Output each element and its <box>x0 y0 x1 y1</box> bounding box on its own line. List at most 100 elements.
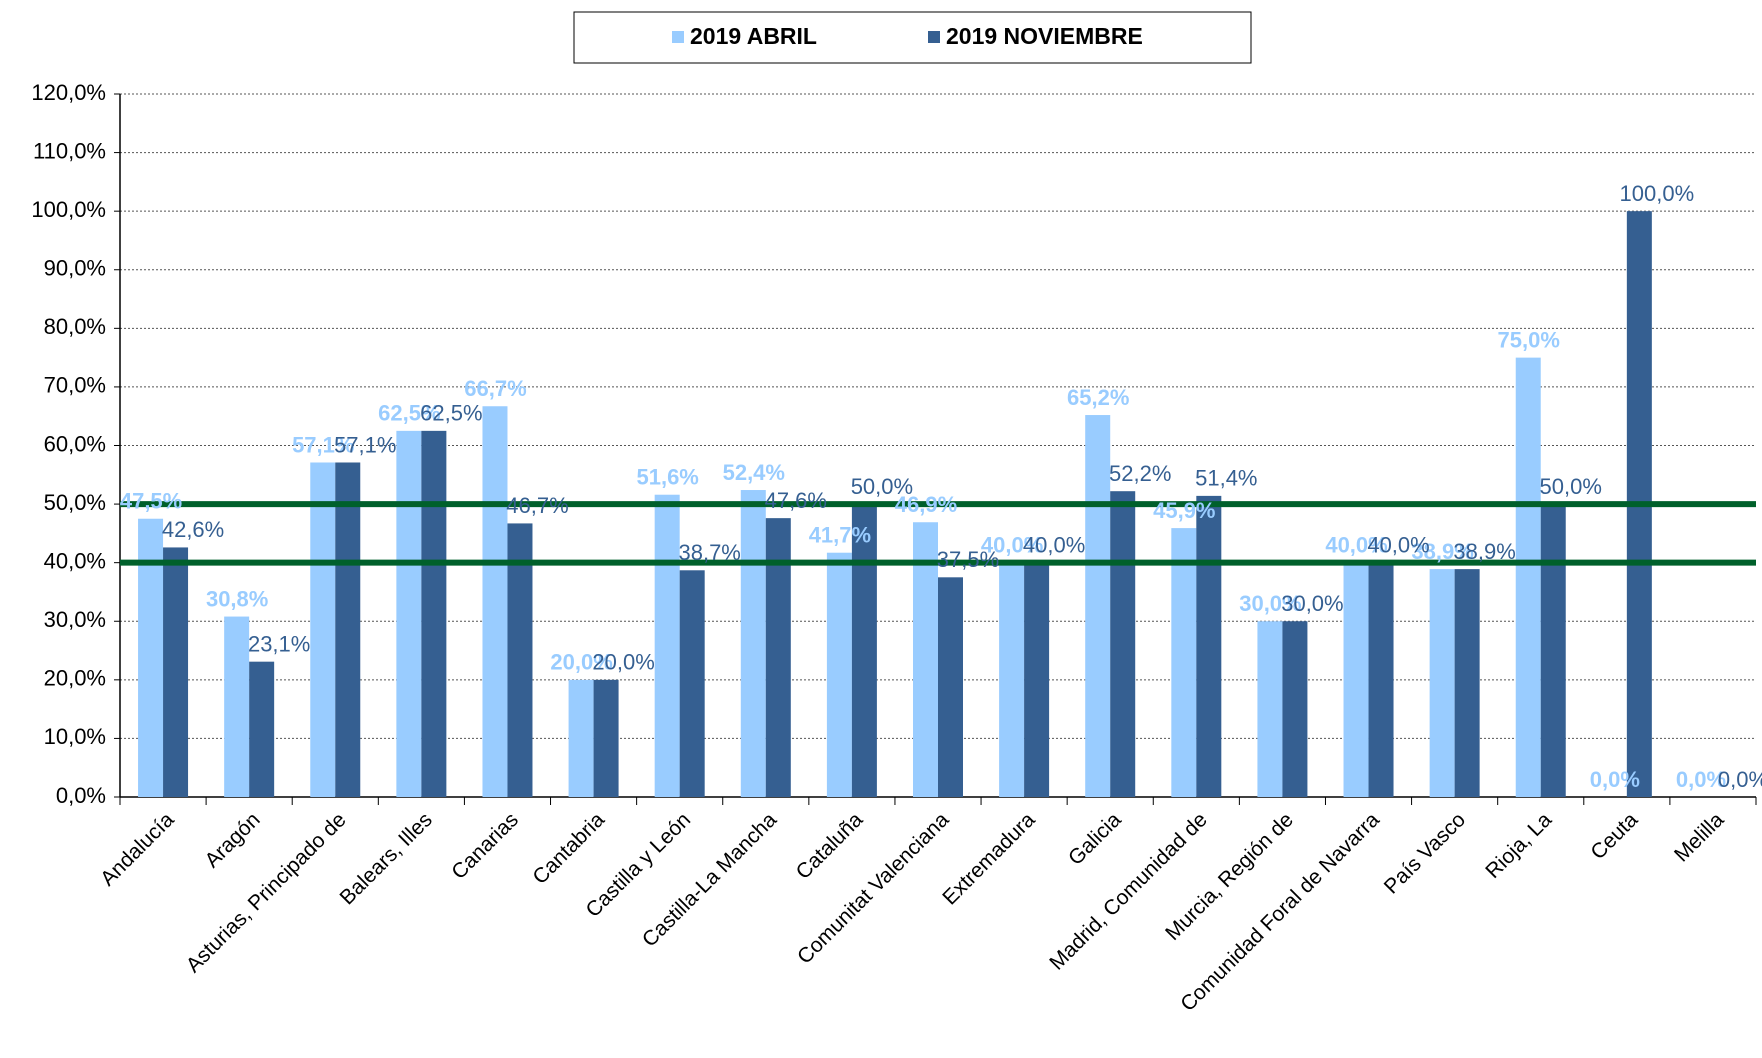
bar <box>482 406 508 797</box>
bar <box>593 679 619 797</box>
data-label: 41,7% <box>809 523 871 548</box>
data-label: 57,1% <box>292 432 354 457</box>
data-label: 52,2% <box>1109 461 1171 486</box>
data-label: 38,9% <box>1411 539 1473 564</box>
bar <box>1257 621 1283 797</box>
data-label: 52,4% <box>723 460 785 485</box>
bar <box>1368 562 1394 797</box>
bar <box>396 430 422 797</box>
bar <box>1515 357 1541 797</box>
x-tick-label: Melilla <box>1670 808 1729 867</box>
bar <box>310 462 336 797</box>
bar <box>1024 562 1050 797</box>
x-tick-label: Cataluña <box>792 808 868 884</box>
data-label: 40,0% <box>1325 532 1387 557</box>
legend-label: 2019 NOVIEMBRE <box>946 23 1143 49</box>
bar <box>938 577 963 797</box>
bar <box>421 430 447 797</box>
data-label: 50,0% <box>1540 474 1602 499</box>
data-label: 38,9% <box>1453 539 1515 564</box>
x-tick-label: Ceuta <box>1586 808 1642 864</box>
data-label: 30,0% <box>1239 591 1301 616</box>
x-tick-label: Extremadura <box>938 808 1039 909</box>
bar <box>913 522 938 797</box>
legend-label: 2019 ABRIL <box>690 23 817 49</box>
data-label: 40,0% <box>1023 532 1085 557</box>
data-label: 50,0% <box>851 474 913 499</box>
data-label: 46,7% <box>506 493 568 518</box>
x-tick-label: Rioja, La <box>1481 808 1556 883</box>
bar <box>507 523 533 797</box>
x-tick-label: Balears, Illes <box>336 808 437 909</box>
bar <box>1282 621 1308 797</box>
data-label: 47,5% <box>120 489 182 514</box>
bar <box>1110 491 1136 797</box>
y-tick-label: 120,0% <box>31 80 106 105</box>
bar <box>1540 504 1566 797</box>
data-label: 20,0% <box>550 650 612 675</box>
data-label: 37,5% <box>937 547 999 572</box>
bar <box>1171 528 1197 797</box>
bar <box>1429 569 1455 797</box>
bar <box>1454 569 1480 797</box>
y-tick-label: 50,0% <box>44 490 106 515</box>
y-tick-label: 110,0% <box>33 138 106 163</box>
data-label: 0,0% <box>1590 767 1640 792</box>
data-label: 62,5% <box>378 401 440 426</box>
data-label: 51,6% <box>636 465 698 490</box>
data-label: 40,0% <box>1367 532 1429 557</box>
legend-swatch <box>928 31 940 43</box>
x-tick-label: Asturias, Principado de <box>182 808 351 977</box>
data-label: 46,9% <box>895 492 957 517</box>
data-label: 62,5% <box>420 401 482 426</box>
y-tick-label: 40,0% <box>44 548 106 573</box>
x-tick-label: Madrid, Comunidad de <box>1045 808 1211 974</box>
x-tick-label: Comunitat Valenciana <box>793 808 954 969</box>
data-label: 0,0% <box>1718 767 1762 792</box>
x-tick-label: Aragón <box>200 808 264 872</box>
bar <box>224 616 250 797</box>
data-label: 47,6% <box>765 488 827 513</box>
data-label: 65,2% <box>1067 385 1129 410</box>
bar <box>851 504 877 797</box>
data-label: 75,0% <box>1498 327 1560 352</box>
y-tick-label: 80,0% <box>44 314 106 339</box>
data-label: 57,1% <box>334 432 396 457</box>
y-tick-label: 70,0% <box>44 373 106 398</box>
bar <box>568 679 594 797</box>
y-tick-label: 90,0% <box>44 256 106 281</box>
data-label: 30,0% <box>1281 591 1343 616</box>
bar <box>1085 415 1111 797</box>
bar <box>335 462 361 797</box>
data-label: 40,0% <box>981 532 1043 557</box>
y-tick-label: 60,0% <box>44 431 106 456</box>
data-label: 30,8% <box>206 586 268 611</box>
x-tick-label: Andalucía <box>96 808 179 891</box>
data-label: 51,4% <box>1195 466 1257 491</box>
data-label: 66,7% <box>464 376 526 401</box>
bar <box>1196 495 1222 797</box>
x-tick-label: Cantabria <box>528 808 609 889</box>
y-tick-label: 100,0% <box>31 197 106 222</box>
bar <box>163 547 189 797</box>
data-label: 0,0% <box>1676 767 1726 792</box>
bar <box>679 570 705 797</box>
data-label: 42,6% <box>162 517 224 542</box>
data-label: 38,7% <box>678 540 740 565</box>
bar <box>654 494 680 797</box>
data-label: 20,0% <box>592 650 654 675</box>
legend-swatch <box>672 31 684 43</box>
bar <box>999 562 1025 797</box>
bar <box>826 552 852 797</box>
bar <box>1343 562 1369 797</box>
y-tick-label: 20,0% <box>44 666 106 691</box>
x-tick-label: Galicia <box>1064 808 1126 870</box>
bar <box>740 490 766 797</box>
data-label: 100,0% <box>1620 181 1695 206</box>
x-tick-label: País Vasco <box>1380 808 1470 898</box>
data-label: 23,1% <box>248 631 310 656</box>
legend-box <box>573 11 1252 64</box>
y-tick-label: 10,0% <box>44 724 106 749</box>
